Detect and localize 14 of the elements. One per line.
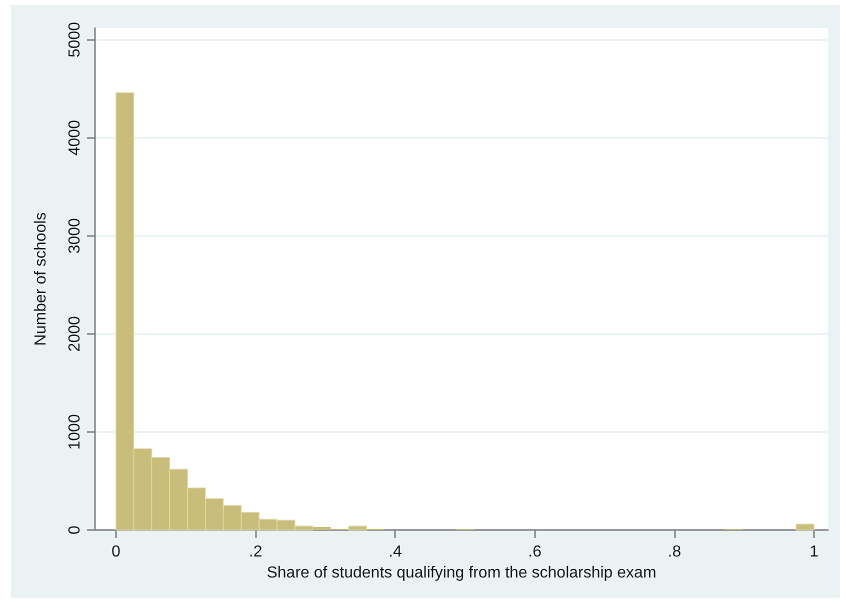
x-tick-label: .6: [528, 544, 542, 560]
x-tick-label: 1: [810, 544, 819, 560]
y-tick-label: 1000: [66, 414, 84, 450]
x-tick-label: 0: [111, 544, 120, 560]
y-tick-label: 0: [66, 525, 84, 534]
x-tick-label: .2: [248, 544, 262, 560]
x-tick-label: .8: [668, 544, 682, 560]
y-tick-label: 4000: [66, 120, 84, 156]
y-tick-label: 3000: [66, 218, 84, 254]
y-axis-title: Number of schools: [32, 212, 50, 346]
y-tick-label: 2000: [66, 316, 84, 352]
y-tick-label: 5000: [66, 22, 84, 58]
x-axis-title: Share of students qualifying from the scholarship exam: [266, 564, 656, 582]
x-tick-label: .4: [388, 544, 402, 560]
